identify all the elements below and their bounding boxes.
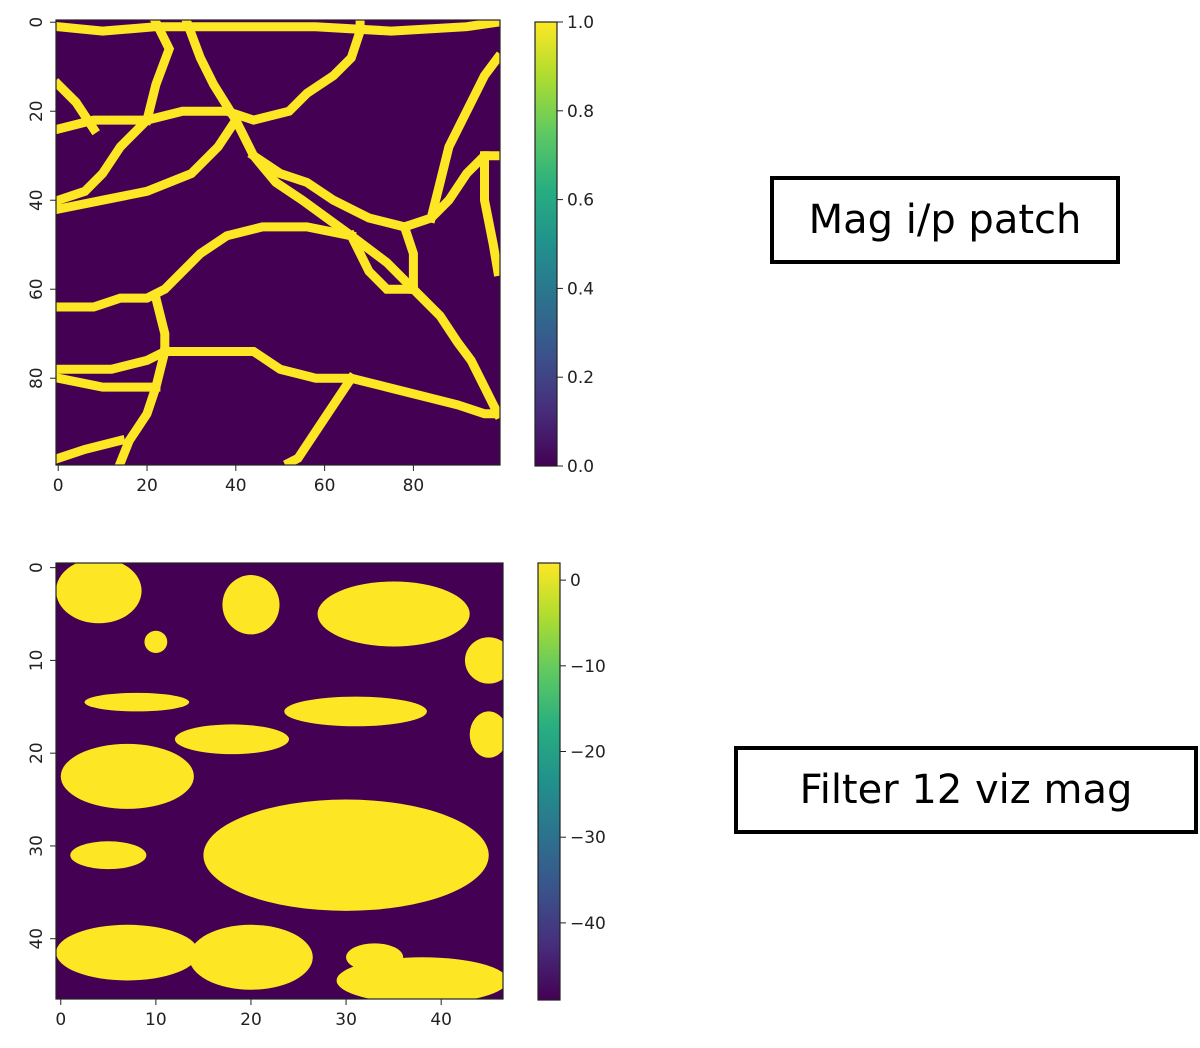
- activation-blob-15: [346, 943, 404, 972]
- mask-crack-line-16: [345, 229, 418, 294]
- filter-image: [56, 563, 503, 999]
- activation-blob-0: [56, 563, 142, 624]
- colorbar-tick-label: −20: [570, 743, 606, 763]
- mask-colorbar-gradient: [535, 22, 557, 466]
- activation-blob-8: [60, 743, 194, 809]
- filter-colorbar-frame: [537, 562, 561, 1001]
- colorbar-tick-label: 0.4: [567, 279, 594, 299]
- filter-colorbar-ticks: −40 −30 −20 −10 0: [560, 571, 606, 934]
- colorbar-tick-label: 0.0: [567, 457, 594, 477]
- x-tick-label: 30: [335, 1010, 357, 1030]
- filter-colorbar-gradient: [538, 563, 560, 1000]
- mask-crack-line-4: [56, 113, 154, 206]
- x-tick-label: 40: [430, 1010, 452, 1030]
- colorbar-tick-label: 1.0: [567, 13, 594, 33]
- colorbar-tick-label: 0.8: [567, 102, 594, 122]
- mask-crack-line-18: [480, 151, 500, 277]
- activation-blob-5: [84, 692, 190, 712]
- mask-image: [56, 20, 500, 465]
- callout-top-label: Mag i/p patch: [808, 197, 1082, 243]
- mask-heatmap-frame: [55, 19, 501, 466]
- y-tick-label: 40: [27, 189, 47, 211]
- activation-blob-4: [464, 637, 503, 684]
- mask-crack-line-1: [141, 20, 175, 126]
- activation-blob-1: [144, 630, 168, 653]
- y-tick-label: 30: [27, 835, 47, 857]
- x-tick-label: 10: [145, 1010, 167, 1030]
- activation-blob-7: [469, 711, 503, 758]
- y-tick-label: 60: [27, 278, 47, 300]
- mask-crack-line-14: [56, 435, 126, 464]
- mask-colorbar-frame: [534, 21, 558, 467]
- mask-crack-line-15: [398, 221, 418, 294]
- mask-crack-line-3: [56, 20, 365, 135]
- mask-crack-line-9: [56, 292, 170, 374]
- activation-blob-9: [174, 724, 290, 755]
- colorbar-tick-label: 0: [570, 571, 581, 591]
- y-tick-label: 20: [27, 100, 47, 122]
- callout-top: Mag i/p patch: [770, 176, 1120, 264]
- mask-heatmap: 0 20 40 60 80 0 20 40 60 80: [27, 17, 501, 496]
- activation-blob-6: [284, 696, 427, 727]
- activation-blob-11: [70, 841, 147, 870]
- mask-crack-line-12: [114, 346, 171, 465]
- activation-blob-3: [317, 581, 470, 647]
- y-tick-label: 20: [27, 742, 47, 764]
- activation-blob-13: [189, 924, 313, 990]
- mask-crack-line-8: [56, 222, 357, 312]
- activation-blob-12: [56, 924, 199, 981]
- mask-x-axis: 0 20 40 60 80: [53, 465, 424, 496]
- callout-bottom-label: Filter 12 viz mag: [799, 767, 1133, 813]
- x-tick-label: 20: [240, 1010, 262, 1030]
- mask-colorbar: 0.0 0.2 0.4 0.6 0.8 1.0: [534, 13, 594, 477]
- filter-heatmap-frame: [55, 562, 504, 1000]
- x-tick-label: 0: [55, 1010, 66, 1030]
- y-tick-label: 0: [27, 562, 47, 573]
- colorbar-tick-label: −40: [570, 914, 606, 934]
- y-tick-label: 10: [27, 650, 47, 672]
- mask-crack-line-13: [56, 373, 161, 392]
- x-tick-label: 0: [53, 476, 64, 496]
- x-tick-label: 80: [403, 476, 425, 496]
- colorbar-tick-label: 0.6: [567, 191, 594, 211]
- mask-crack-line-5: [56, 113, 243, 215]
- x-tick-label: 20: [136, 476, 158, 496]
- colorbar-tick-label: 0.2: [567, 368, 594, 388]
- mask-crack-line-0: [56, 20, 500, 36]
- mask-crack-line-17: [56, 78, 100, 136]
- filter-colorbar: −40 −30 −20 −10 0: [537, 562, 606, 1001]
- y-tick-label: 40: [27, 928, 47, 950]
- callout-bottom: Filter 12 viz mag: [734, 746, 1198, 834]
- colorbar-tick-label: −10: [570, 657, 606, 677]
- x-tick-label: 40: [225, 476, 247, 496]
- y-tick-label: 80: [27, 367, 47, 389]
- mask-crack-line-7: [425, 51, 500, 224]
- colorbar-tick-label: −30: [570, 828, 606, 848]
- activation-blob-10: [203, 799, 489, 911]
- mask-y-axis: 0 20 40 60 80: [27, 17, 56, 389]
- x-tick-label: 60: [314, 476, 336, 496]
- mask-colorbar-ticks: 0.0 0.2 0.4 0.6 0.8 1.0: [557, 13, 594, 477]
- filter-x-axis: 0 10 20 30 40: [55, 999, 452, 1030]
- y-tick-label: 0: [27, 17, 47, 28]
- mask-crack-line-11: [283, 371, 358, 465]
- filter-heatmap: 0 10 20 30 40 0 10 20 30 40: [27, 562, 504, 1030]
- activation-blob-2: [222, 575, 280, 635]
- filter-y-axis: 0 10 20 30 40: [27, 562, 56, 950]
